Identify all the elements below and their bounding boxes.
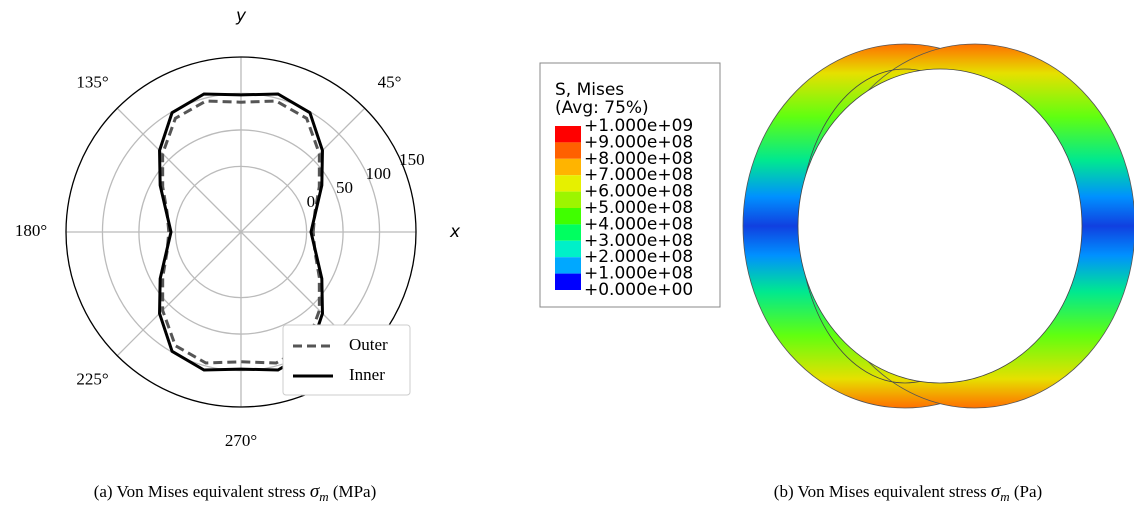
legend-title: S, Mises [555, 80, 624, 100]
color-swatch [555, 257, 581, 273]
grid-spoke [241, 108, 365, 232]
theta-tick-label: 225° [76, 369, 108, 388]
legend-box [283, 325, 410, 395]
color-swatch [555, 224, 581, 240]
grid-spoke [117, 108, 241, 232]
theta-tick-label: 135° [76, 72, 108, 91]
legend-label: Outer [349, 335, 388, 354]
caption-text: (Pa) [1010, 482, 1043, 501]
r-tick-label: 100 [365, 164, 391, 183]
caption-subscript: m [1000, 489, 1009, 504]
caption-text: (b) Von Mises equivalent stress [774, 482, 991, 501]
caption: (b) Von Mises equivalent stress σm (Pa) [774, 481, 1042, 504]
color-swatch [555, 192, 581, 208]
caption-text: (MPa) [329, 482, 377, 501]
theta-tick-label: 45° [378, 72, 402, 91]
color-swatch [555, 126, 581, 142]
polar-chart: 05010015045°135°180°225°270°315°xyOuterI… [15, 6, 461, 504]
caption-subscript: m [319, 489, 328, 504]
color-swatch [555, 208, 581, 224]
axis-label-y: y [235, 6, 247, 26]
r-tick-label: 150 [399, 150, 425, 169]
color-swatch [555, 175, 581, 191]
caption-text: (a) Von Mises equivalent stress [94, 482, 310, 501]
color-swatch [555, 241, 581, 257]
color-swatch [555, 142, 581, 158]
color-swatch [555, 159, 581, 175]
legend-label: Inner [349, 365, 385, 384]
ring-render [743, 44, 1134, 408]
axis-label-x: x [449, 222, 461, 242]
color-swatch [555, 274, 581, 290]
figure: 05010015045°135°180°225°270°315°xyOuterI… [0, 0, 1134, 511]
theta-tick-label: 270° [225, 431, 257, 450]
caption: (a) Von Mises equivalent stress σm (MPa) [94, 481, 377, 504]
r-tick-label: 0 [307, 192, 316, 211]
grid-spoke [117, 232, 241, 356]
legend-subtitle: (Avg: 75%) [555, 98, 649, 118]
level-label: +0.000e+00 [584, 280, 693, 300]
r-tick-label: 50 [336, 178, 353, 197]
theta-tick-label: 180° [15, 221, 47, 240]
